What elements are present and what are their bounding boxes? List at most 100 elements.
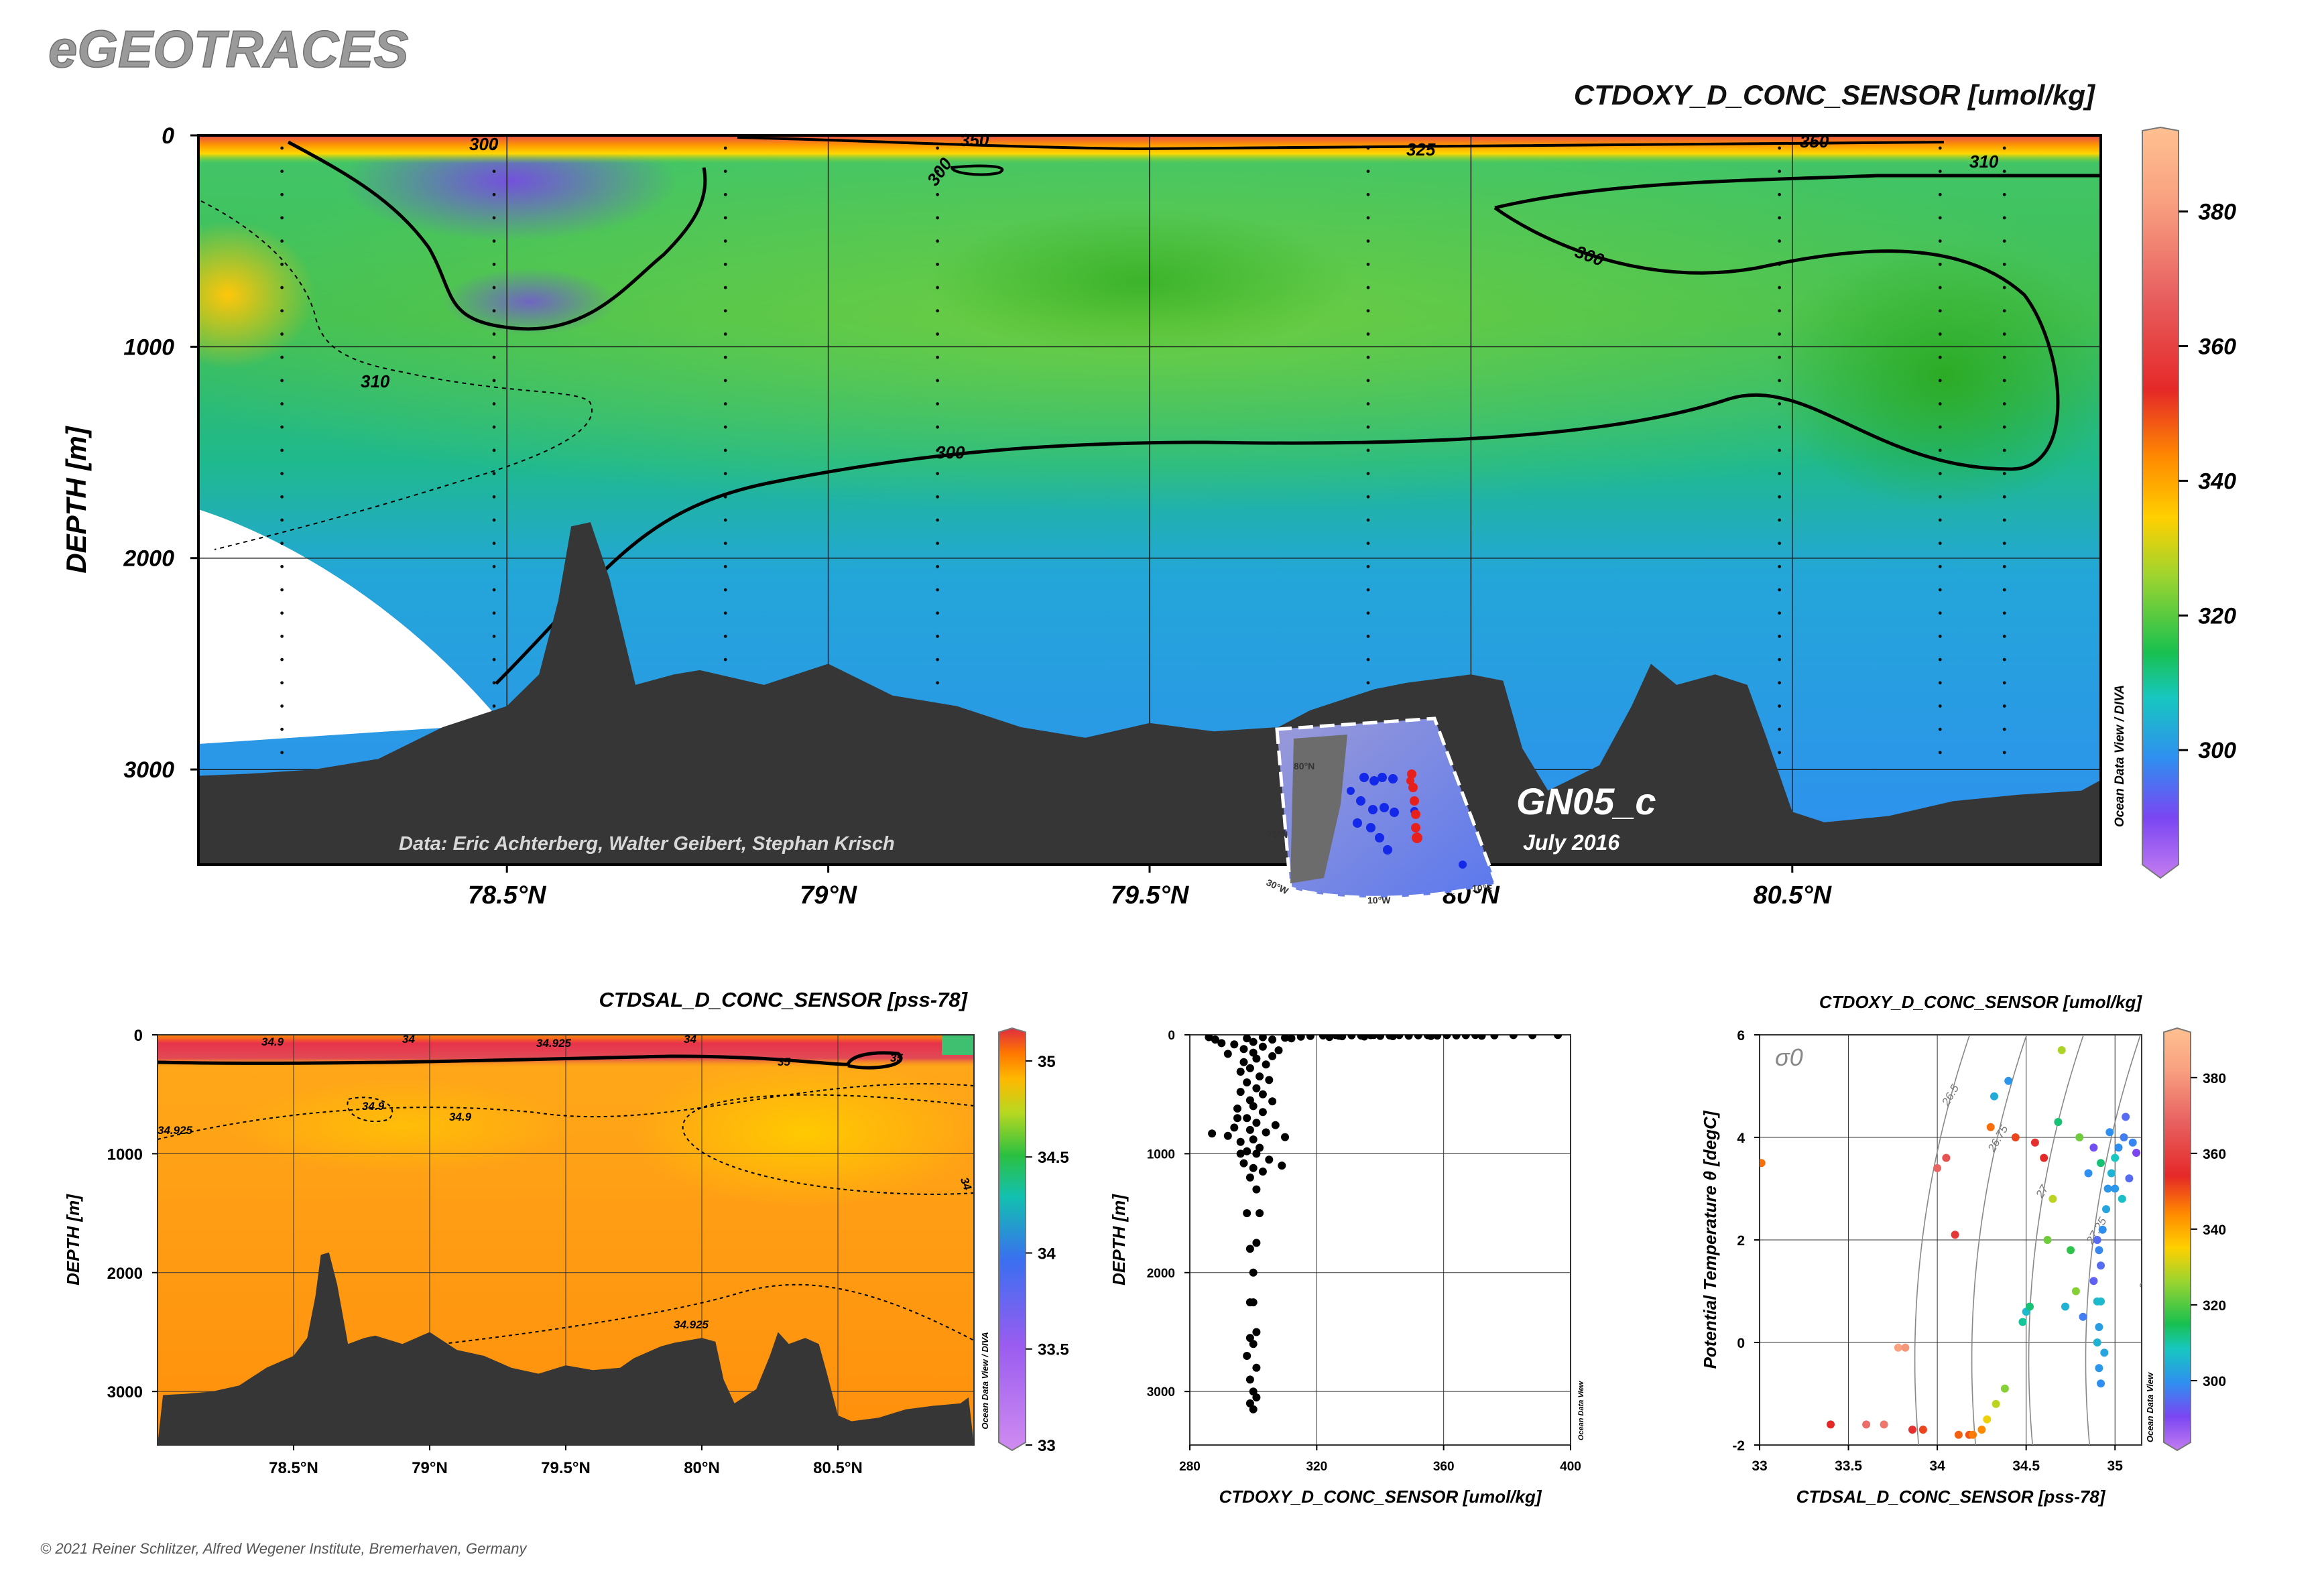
inset-map-section-track xyxy=(1406,769,1422,843)
profile-point xyxy=(1477,1035,1486,1040)
profile-point xyxy=(1252,1239,1261,1247)
salinity-x-tick-label: 80.5°N xyxy=(813,1459,863,1477)
ts-point xyxy=(2075,1133,2084,1141)
station-sample-dot xyxy=(280,542,284,546)
station-sample-dot xyxy=(723,564,727,568)
station-sample-dot xyxy=(1778,192,1782,196)
profile-point xyxy=(1395,1035,1404,1040)
main-y-tick-label: 0 xyxy=(162,123,174,149)
inset-label: 75°N xyxy=(1267,829,1288,840)
ts-point xyxy=(2079,1312,2087,1321)
profile-point xyxy=(1271,1121,1280,1129)
station-sample-dot xyxy=(492,309,496,313)
ts-point xyxy=(2057,1046,2066,1054)
ts-colorbar-bar xyxy=(2163,1027,2191,1452)
station-sample-dot xyxy=(936,262,940,266)
station-sample-dot xyxy=(936,146,940,150)
ts-point xyxy=(2018,1318,2027,1326)
station-sample-dot xyxy=(723,216,727,220)
profile-point xyxy=(1296,1035,1305,1041)
station-sample-dot xyxy=(1938,751,1942,755)
contour-label: 310 xyxy=(361,371,390,391)
profile-point xyxy=(1347,1035,1356,1040)
profile-point xyxy=(1239,1159,1248,1168)
station-sample-dot xyxy=(280,564,284,568)
salinity-colorbar-tick-label: 33.5 xyxy=(1038,1341,1069,1359)
station-sample-dot xyxy=(1366,472,1370,475)
profile-point xyxy=(1245,1399,1254,1407)
profile-watermark: Ocean Data View xyxy=(1577,1380,1585,1440)
salinity-x-tick-label: 79.5°N xyxy=(541,1459,591,1477)
contour-label: 34.9 xyxy=(449,1111,472,1123)
main-y-tick-label: 2000 xyxy=(123,546,174,572)
profile-point xyxy=(1319,1035,1327,1040)
station-sample-dot xyxy=(1778,216,1782,220)
contour-label: 34 xyxy=(402,1033,415,1046)
salinity-y-axis-label: DEPTH [m] xyxy=(63,1194,83,1285)
main-section-plot: 300 350 325 350 310 300 300 310 300 78.5… xyxy=(60,123,2236,909)
ts-point xyxy=(2071,1287,2080,1296)
salinity-y-tick-label: 3000 xyxy=(107,1383,143,1401)
main-station-dots xyxy=(280,146,2006,755)
station-sample-dot xyxy=(1366,657,1370,662)
profile-point xyxy=(1256,1072,1264,1081)
station-sample-dot xyxy=(936,472,940,475)
ts-colorbar-tick-label: 360 xyxy=(2203,1147,2226,1162)
ts-point xyxy=(1969,1430,1977,1439)
contour-label: 310 xyxy=(1969,151,1999,172)
station-sample-dot xyxy=(2002,472,2006,475)
station-sample-dot xyxy=(723,192,727,196)
station-sample-dot xyxy=(1366,495,1370,499)
inset-label: 30°W xyxy=(1265,877,1291,896)
contour-label: 34.925 xyxy=(536,1037,572,1050)
profile-point xyxy=(1461,1035,1470,1040)
station-sample-dot xyxy=(1938,704,1942,708)
profile-point xyxy=(1325,1035,1334,1042)
profile-point xyxy=(1223,1131,1232,1140)
station-sample-dot xyxy=(2002,379,2006,383)
station-sample-dot xyxy=(1778,170,1782,174)
main-chart-title: CTDOXY_D_CONC_SENSOR [umol/kg] xyxy=(1574,79,2096,111)
contour-35 xyxy=(158,1051,903,1070)
station-sample-dot xyxy=(280,448,284,452)
ts-colorbar-ticks: 300 320 340 360 380 xyxy=(2191,1071,2226,1389)
main-watermark: Ocean Data View / DIVA xyxy=(2113,685,2127,827)
isopycnal-line xyxy=(2200,1035,2255,1455)
profile-point xyxy=(1256,1143,1264,1152)
profile-y-tick-label: 0 xyxy=(1168,1029,1175,1043)
profile-point xyxy=(1249,1298,1258,1307)
profile-point xyxy=(1278,1162,1286,1170)
station-sample-dot xyxy=(1938,425,1942,429)
contour-label: 300 xyxy=(469,134,499,154)
ts-point xyxy=(2097,1261,2105,1270)
station-sample-dot xyxy=(936,657,940,662)
profile-point xyxy=(1245,1334,1254,1342)
profile-point xyxy=(1306,1035,1314,1040)
station-sample-dot xyxy=(2002,495,2006,499)
ts-y-tick-label: -2 xyxy=(1732,1438,1745,1454)
profile-point xyxy=(1230,1040,1239,1049)
profile-point xyxy=(1249,1340,1258,1348)
copyright: © 2021 Reiner Schlitzer, Alfred Wegener … xyxy=(40,1540,528,1557)
salinity-contours xyxy=(158,1051,974,1349)
profile-point xyxy=(1554,1035,1563,1040)
profile-point xyxy=(1243,1035,1251,1043)
station-sample-dot xyxy=(492,704,496,708)
station-sample-dot xyxy=(1778,704,1782,708)
station-sample-dot xyxy=(1938,216,1942,220)
profile-point xyxy=(1252,1084,1261,1092)
ts-point xyxy=(2026,1302,2034,1311)
station-sample-dot xyxy=(936,635,940,638)
station-sample-dot xyxy=(1366,332,1370,336)
station-sample-dot xyxy=(1778,495,1782,499)
ts-point xyxy=(2118,1194,2126,1203)
station-sample-dot xyxy=(1938,611,1942,615)
salinity-watermark: Ocean Data View / DIVA xyxy=(980,1332,990,1429)
ts-point xyxy=(1894,1343,1902,1352)
profile-point xyxy=(1258,1168,1267,1176)
ts-point xyxy=(2111,1184,2120,1193)
station-sample-dot xyxy=(1778,286,1782,290)
main-bathymetry xyxy=(198,522,2101,865)
station-sample-dot xyxy=(280,495,284,499)
